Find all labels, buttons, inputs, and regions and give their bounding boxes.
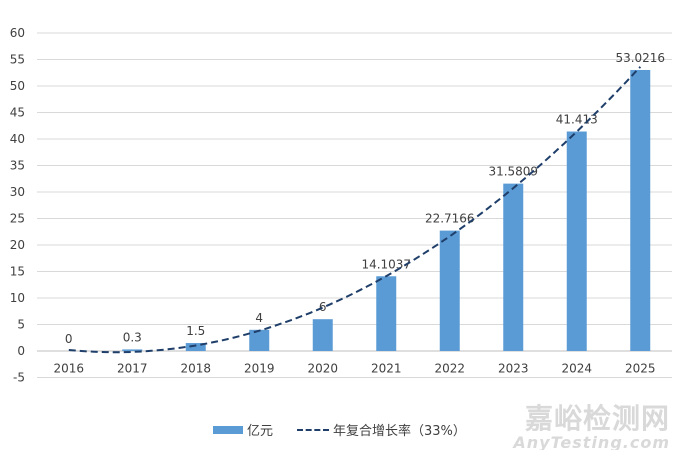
- y-tick-label: 20: [10, 238, 25, 252]
- legend-swatch-line: [297, 428, 330, 431]
- y-tick-label: 45: [10, 106, 25, 120]
- legend: 亿元 年复合增长率（33%）: [213, 420, 466, 439]
- x-tick-label: 2018: [180, 362, 211, 376]
- bar: [249, 329, 270, 351]
- data-label: 14.1037: [361, 257, 411, 271]
- x-tick-label: 2022: [434, 362, 465, 376]
- data-label: 22.7166: [425, 212, 475, 226]
- y-tick-label: 55: [10, 53, 25, 67]
- y-tick-label: 30: [10, 185, 25, 199]
- data-label: 0: [65, 332, 73, 346]
- x-tick-label: 2024: [561, 362, 592, 376]
- x-tick-label: 2020: [307, 362, 338, 376]
- data-label: 41.413: [556, 113, 598, 127]
- watermark: 嘉峪检测网 AnyTesting.com: [513, 397, 670, 450]
- bar: [439, 230, 460, 351]
- x-tick-label: 2025: [625, 362, 656, 376]
- chart-plot: 605550454035302520151050-5020160.320171.…: [10, 26, 672, 385]
- y-tick-label: 50: [10, 79, 25, 93]
- y-tick-label: 0: [17, 344, 25, 358]
- legend-label-bar: 亿元: [247, 424, 274, 439]
- y-tick-label: 15: [10, 265, 25, 279]
- bar: [122, 349, 143, 351]
- data-label: 0.3: [123, 330, 142, 344]
- y-tick-label: 5: [17, 318, 25, 332]
- y-tick-label: 10: [10, 291, 25, 305]
- bar: [630, 69, 651, 351]
- y-tick-label: 60: [10, 26, 25, 40]
- bar: [503, 183, 524, 351]
- x-tick-label: 2016: [53, 362, 84, 376]
- legend-swatch-bar: [213, 425, 243, 434]
- watermark-line1: 嘉峪检测网: [524, 402, 670, 435]
- trendline: [68, 66, 642, 354]
- watermark-line2: AnyTesting.com: [513, 433, 670, 450]
- x-tick-label: 2021: [371, 362, 402, 376]
- bar: [312, 319, 333, 351]
- data-label: 6: [319, 300, 327, 314]
- y-tick-label: -5: [13, 371, 25, 385]
- x-tick-label: 2023: [498, 362, 529, 376]
- data-label: 53.0216: [615, 51, 665, 65]
- y-tick-label: 35: [10, 159, 25, 173]
- legend-label-line: 年复合增长率（33%）: [333, 424, 466, 439]
- y-tick-label: 40: [10, 132, 25, 146]
- bar: [566, 131, 587, 351]
- x-tick-label: 2017: [117, 362, 148, 376]
- x-tick-label: 2019: [244, 362, 275, 376]
- bar: [376, 276, 397, 351]
- y-tick-label: 25: [10, 212, 25, 226]
- data-label: 1.5: [186, 324, 205, 338]
- data-label: 31.5809: [488, 165, 538, 179]
- bar: [185, 343, 206, 351]
- data-label: 4: [255, 311, 263, 325]
